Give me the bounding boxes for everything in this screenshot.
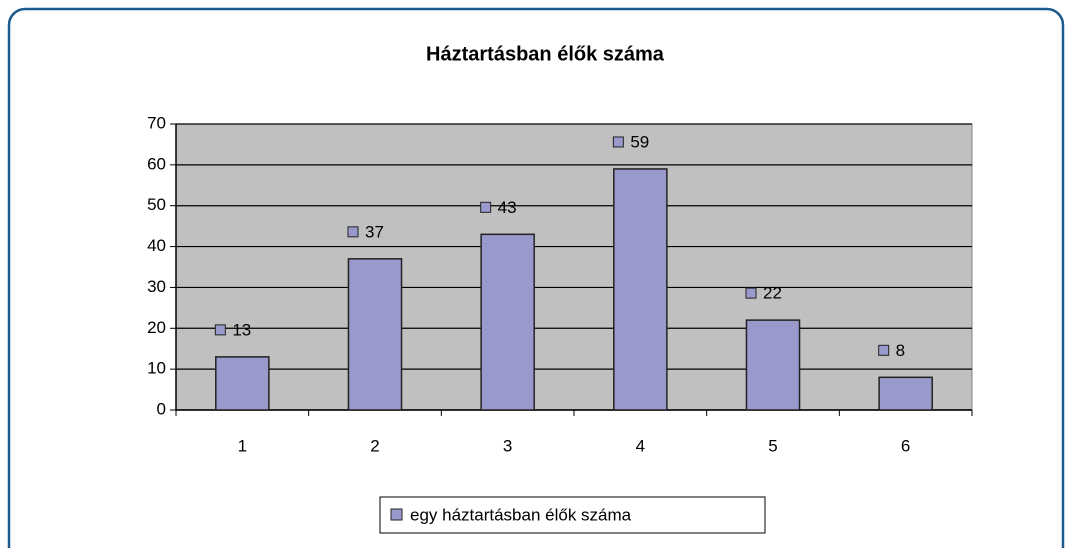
y-tick-label: 70 <box>147 113 166 132</box>
x-tick-label: 4 <box>636 436 645 455</box>
x-tick-label: 2 <box>370 436 379 455</box>
y-tick-label: 10 <box>147 359 166 378</box>
data-label: 22 <box>763 284 782 303</box>
x-tick-label: 3 <box>503 436 512 455</box>
chart-title: Háztartásban élők száma <box>426 43 665 65</box>
legend-box <box>379 496 766 534</box>
label-key <box>214 324 226 336</box>
bar <box>613 168 668 411</box>
bar <box>215 356 270 411</box>
bar <box>745 319 801 411</box>
x-tick-label: 1 <box>238 436 247 455</box>
y-tick-label: 0 <box>157 399 166 418</box>
bar <box>347 258 403 411</box>
bar <box>878 376 933 411</box>
label-key <box>347 226 359 238</box>
bar <box>480 233 535 411</box>
y-tick-label: 60 <box>147 154 166 173</box>
legend-label: egy háztartásban élők száma <box>410 505 632 524</box>
plot-area <box>175 123 973 411</box>
data-label: 13 <box>232 320 251 339</box>
label-key <box>745 287 757 299</box>
x-tick-label: 5 <box>768 436 777 455</box>
data-label: 59 <box>630 132 649 151</box>
data-label: 43 <box>498 198 517 217</box>
label-key <box>480 201 492 213</box>
y-tick-label: 40 <box>147 236 166 255</box>
y-tick-label: 50 <box>147 195 166 214</box>
label-key <box>612 136 624 148</box>
legend-key <box>390 508 403 521</box>
data-label: 8 <box>896 341 905 360</box>
y-tick-label: 30 <box>147 277 166 296</box>
x-tick-label: 6 <box>901 436 910 455</box>
data-label: 37 <box>365 222 384 241</box>
label-key <box>878 344 890 356</box>
y-tick-label: 20 <box>147 318 166 337</box>
